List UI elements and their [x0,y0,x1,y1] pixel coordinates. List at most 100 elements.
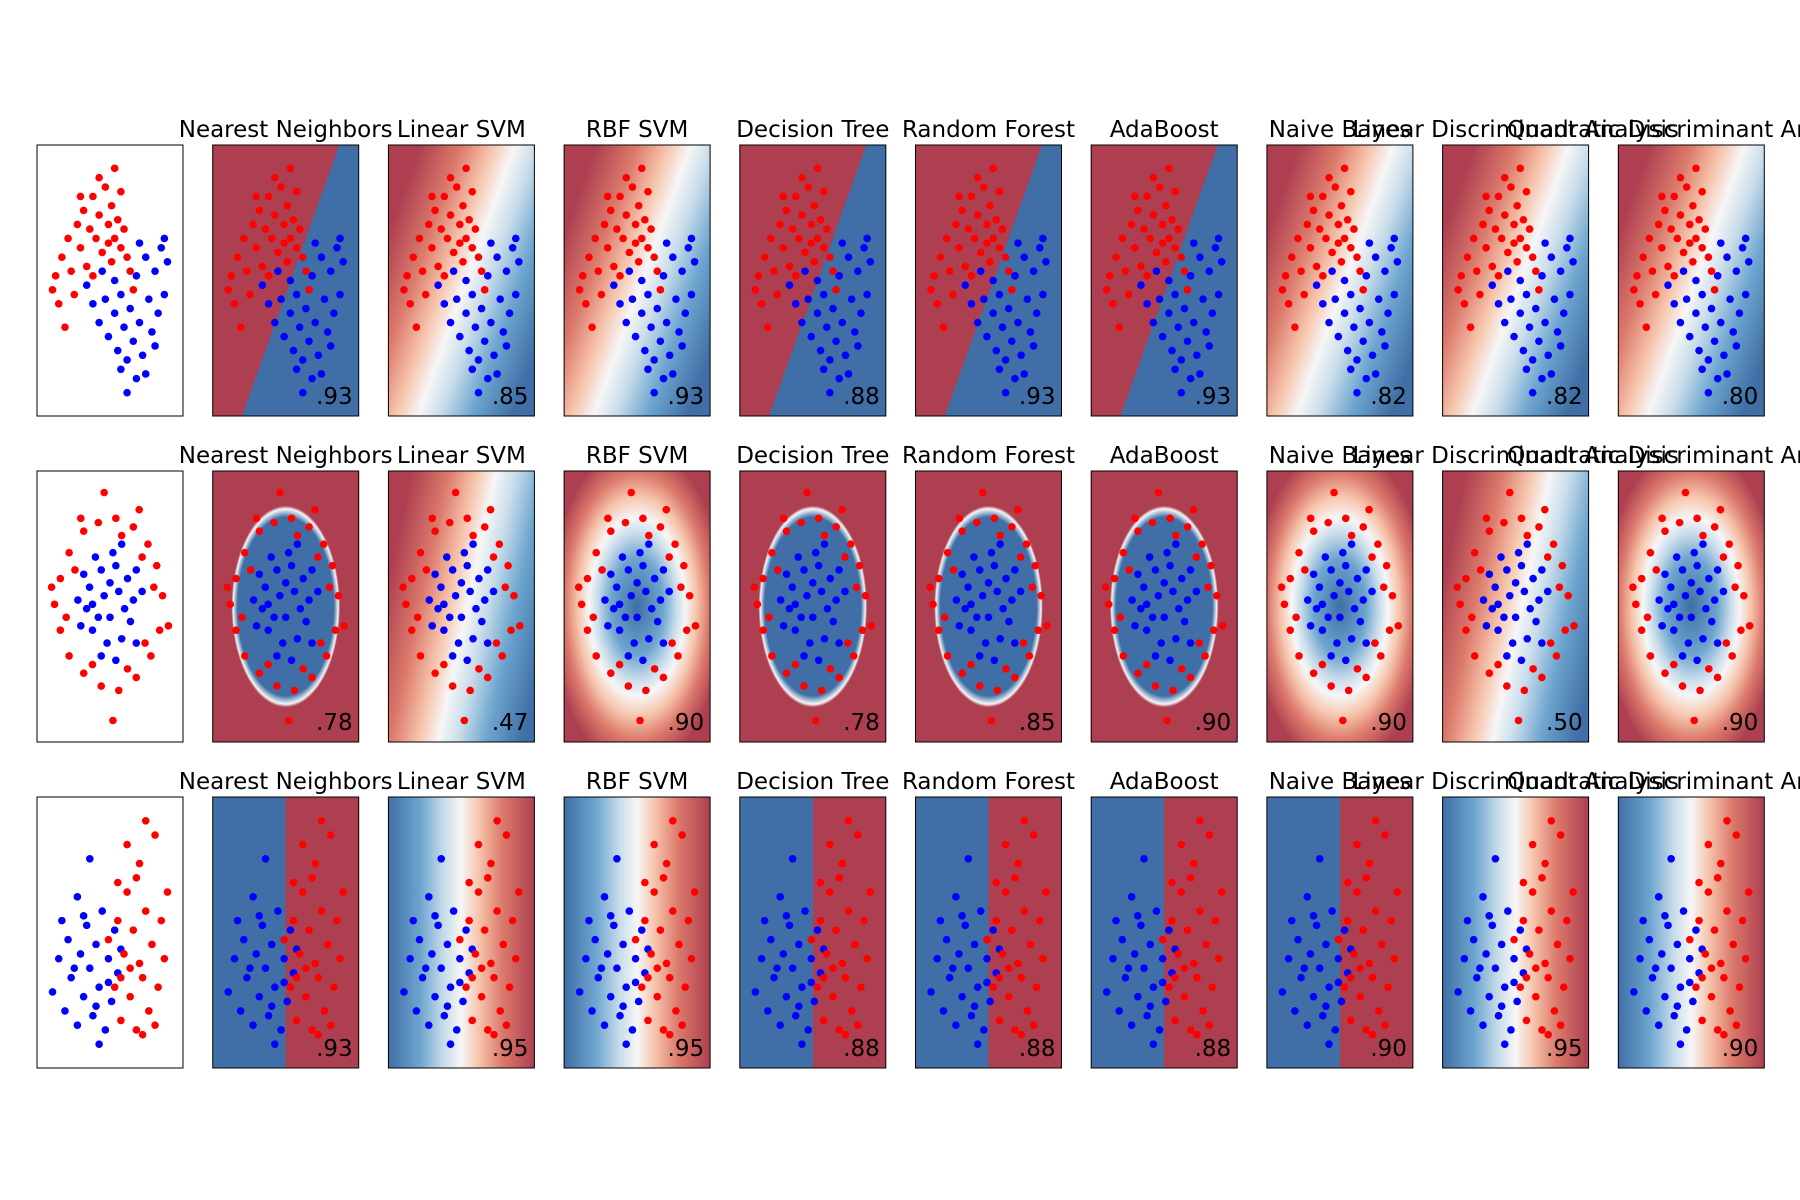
point [157,243,166,252]
point [1528,388,1537,397]
score-label: .85 [492,384,529,410]
point [264,600,272,609]
point [484,374,492,383]
point [662,959,671,968]
point [292,1016,301,1025]
point [1344,686,1353,695]
point [829,992,837,1001]
point [975,652,984,660]
point [1570,622,1578,630]
points [751,164,875,397]
point [298,253,307,261]
point [462,309,470,318]
point [1667,225,1675,233]
point [86,964,94,972]
point [1510,332,1518,341]
point [1334,239,1343,247]
point [1337,258,1346,266]
point [135,959,144,968]
point [1127,1021,1136,1030]
point [1689,258,1697,266]
point [973,983,982,991]
point [1315,855,1324,863]
point [280,935,288,944]
point [995,243,1004,252]
point [1341,561,1350,570]
point [95,1040,103,1049]
point [1676,173,1685,182]
subplot: AdaBoost.90 [1090,443,1238,743]
point [407,626,416,634]
point [1520,587,1529,596]
point [474,356,483,364]
point [964,225,973,233]
point [1658,622,1666,630]
axes-frame [1266,144,1414,417]
point [800,566,808,574]
point [1131,514,1139,523]
point [277,295,285,303]
subplot: Naive Bayes.90 [1266,443,1414,743]
point [1672,553,1681,561]
point [1196,253,1204,261]
point [135,505,143,514]
point [1378,328,1386,336]
point [1371,253,1380,261]
point [1104,600,1113,609]
point [1168,346,1176,355]
point [841,351,850,360]
point [1535,286,1543,294]
point [292,973,301,982]
point [961,281,970,289]
point [1149,983,1158,991]
point [276,488,284,497]
point [1741,290,1750,299]
point [1510,239,1518,247]
point [1008,596,1016,604]
point [236,1007,245,1015]
point [434,262,442,271]
point [819,243,828,252]
point [104,935,113,944]
point [627,591,636,600]
point [662,505,671,514]
point [791,626,800,634]
point [129,926,138,934]
point [677,583,685,591]
point [1039,234,1047,243]
point [1337,201,1346,210]
point [855,561,864,570]
point [939,323,948,332]
point [993,686,1002,695]
point [293,540,302,548]
point [767,234,775,243]
point [1510,220,1518,229]
point [804,1026,812,1034]
point [284,548,293,557]
point [1699,540,1707,548]
point [1205,342,1214,350]
point [782,206,791,215]
point [323,940,332,949]
point [810,997,819,1006]
point [311,859,320,868]
point [935,574,943,583]
subplot: Linear Discriminant Analysis.82 [1352,117,1679,417]
point [465,878,473,887]
point [141,639,149,647]
point [437,583,445,591]
point [1327,566,1335,574]
point [1189,859,1198,868]
point [613,225,621,233]
point [1544,973,1553,982]
point [311,959,320,968]
point [955,192,963,201]
point [863,234,871,243]
point [628,183,637,191]
subplot-title: AdaBoost [1110,117,1219,143]
point [443,234,452,243]
point [1011,272,1019,280]
point [641,215,649,224]
point [785,604,794,613]
point [1517,514,1526,523]
